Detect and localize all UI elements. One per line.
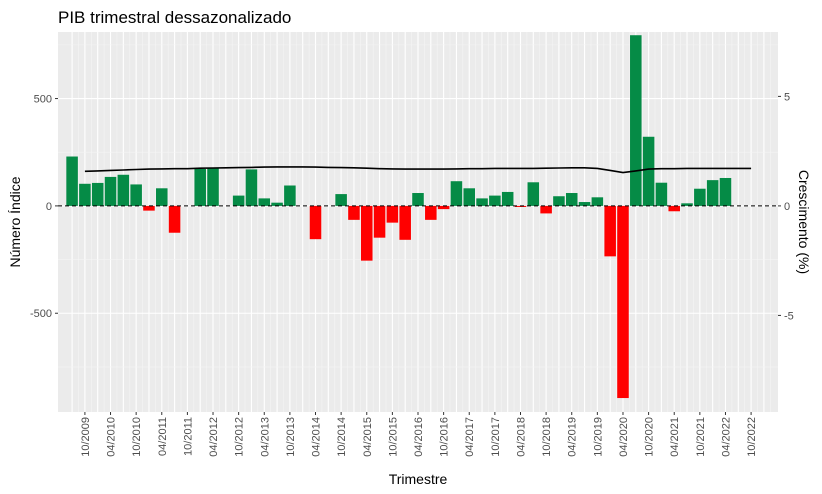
bar bbox=[617, 205, 629, 399]
bar bbox=[591, 197, 604, 206]
bar bbox=[194, 168, 206, 206]
y-axis-label-right: Crescimento (%) bbox=[796, 170, 812, 274]
bar bbox=[630, 35, 642, 206]
y-tick-label: 500 bbox=[34, 94, 52, 106]
bars bbox=[66, 35, 732, 399]
bar bbox=[386, 205, 399, 223]
x-tick-label: 10/2018 bbox=[541, 417, 553, 457]
bar bbox=[168, 205, 181, 233]
bar bbox=[719, 177, 732, 206]
bar bbox=[425, 205, 437, 220]
x-tick-label: 04/2021 bbox=[669, 417, 681, 457]
x-tick-label: 04/2018 bbox=[516, 417, 528, 457]
bar bbox=[514, 205, 527, 207]
bar bbox=[360, 205, 373, 261]
x-tick-label: 10/2013 bbox=[285, 417, 297, 457]
bar bbox=[412, 193, 424, 206]
bar bbox=[527, 182, 540, 206]
x-tick-label: 10/2016 bbox=[439, 417, 451, 457]
bar bbox=[245, 169, 258, 206]
bar bbox=[399, 205, 411, 240]
x-axis: 10/2009 04/2010 10/2010 04/2011 10/2011 04/20… bbox=[80, 412, 758, 457]
y-right-tick-label: -5 bbox=[784, 310, 794, 322]
bar bbox=[694, 188, 706, 206]
bar bbox=[463, 188, 476, 206]
x-tick-label: 10/2010 bbox=[131, 417, 143, 457]
bar bbox=[655, 182, 668, 206]
bar bbox=[104, 176, 117, 206]
bar bbox=[207, 167, 219, 206]
bar bbox=[489, 195, 501, 206]
x-tick-label: 04/2010 bbox=[106, 417, 118, 457]
x-tick-label: 04/2020 bbox=[618, 417, 630, 457]
chart-title: PIB trimestral dessazonalizado bbox=[58, 8, 291, 27]
bar bbox=[437, 205, 450, 210]
x-tick-label: 10/2021 bbox=[695, 417, 707, 457]
x-tick-label: 10/2012 bbox=[234, 417, 246, 457]
x-tick-label: 04/2022 bbox=[721, 417, 733, 457]
y-axis-label-left: Número Índice bbox=[7, 176, 23, 267]
bar bbox=[91, 182, 104, 206]
y-tick-label: 0 bbox=[46, 201, 52, 213]
bar bbox=[258, 198, 271, 206]
bar bbox=[232, 195, 245, 206]
bar bbox=[143, 205, 155, 211]
bar bbox=[706, 180, 719, 206]
bar bbox=[578, 202, 591, 206]
bar bbox=[501, 191, 514, 206]
bar bbox=[271, 202, 283, 206]
x-tick-label: 04/2019 bbox=[567, 417, 579, 457]
bar bbox=[373, 205, 386, 238]
bar bbox=[156, 188, 168, 206]
x-tick-label: 04/2014 bbox=[311, 417, 323, 457]
bar bbox=[66, 156, 78, 206]
bar bbox=[476, 198, 488, 206]
x-tick-label: 04/2016 bbox=[413, 417, 425, 457]
x-tick-label: 10/2022 bbox=[746, 417, 758, 457]
bar bbox=[450, 181, 463, 206]
bar bbox=[642, 136, 655, 206]
x-tick-label: 10/2011 bbox=[182, 417, 194, 456]
bar bbox=[565, 193, 578, 206]
bar bbox=[130, 184, 142, 206]
bar bbox=[284, 185, 296, 206]
bar bbox=[309, 205, 322, 240]
bar bbox=[117, 174, 130, 206]
x-tick-label: 04/2012 bbox=[208, 417, 220, 457]
x-tick-label: 10/2017 bbox=[490, 417, 502, 457]
x-tick-label: 10/2015 bbox=[387, 417, 399, 457]
bar bbox=[348, 205, 360, 220]
x-tick-label: 10/2020 bbox=[644, 417, 656, 457]
growth-line bbox=[84, 166, 752, 174]
x-tick-label: 04/2013 bbox=[259, 417, 271, 457]
x-tick-label: 04/2017 bbox=[464, 417, 476, 457]
y-axis-right: -5 0 5 bbox=[778, 91, 794, 322]
bar bbox=[553, 196, 565, 206]
bar bbox=[335, 194, 347, 206]
y-axis-left: -500 0 500 bbox=[30, 94, 58, 320]
grid bbox=[58, 32, 778, 412]
bar bbox=[668, 205, 680, 212]
bar bbox=[540, 205, 552, 214]
x-tick-label: 10/2009 bbox=[80, 417, 92, 457]
y-right-tick-label: 5 bbox=[784, 91, 790, 103]
y-right-tick-label: 0 bbox=[784, 201, 790, 213]
x-tick-label: 10/2014 bbox=[336, 417, 348, 457]
x-tick-label: 04/2011 bbox=[157, 417, 169, 456]
bar bbox=[604, 205, 616, 257]
bar bbox=[681, 203, 693, 206]
x-axis-label: Trimestre bbox=[389, 471, 448, 487]
bar bbox=[79, 183, 91, 206]
x-tick-label: 04/2015 bbox=[362, 417, 374, 457]
y-tick-label: -500 bbox=[30, 308, 52, 320]
x-tick-label: 10/2019 bbox=[592, 417, 604, 457]
